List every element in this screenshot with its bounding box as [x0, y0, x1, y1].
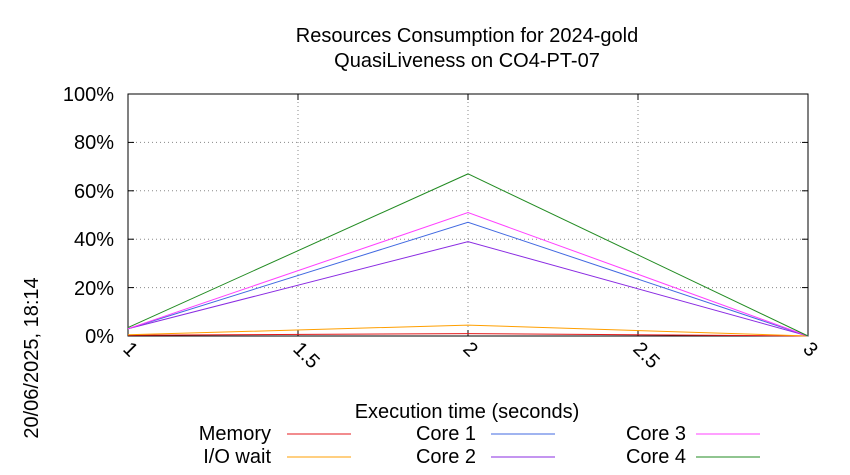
- plot-frame: [127, 93, 809, 337]
- y-tick-labels: 0% 20% 40% 60% 80% 100%: [63, 84, 114, 348]
- x-tick-label: 2.5: [628, 338, 663, 373]
- series-line-core-2: [127, 241, 809, 337]
- y-tick-label: 60%: [74, 181, 114, 203]
- chart-subtitle: QuasiLiveness on CO4-PT-07: [334, 50, 600, 72]
- legend-label-core-4: Core 4: [626, 446, 686, 468]
- chart-title: Resources Consumption for 2024-gold: [296, 25, 638, 47]
- x-tick-label: 1: [118, 338, 141, 361]
- series-line-memory: [127, 333, 809, 337]
- y-tick-label: 20%: [74, 278, 114, 300]
- legend-label-core-2: Core 2: [416, 446, 476, 468]
- legend: Memory I/O wait Core 1 Core 2 Core 3 Cor…: [199, 423, 760, 468]
- y-tick-label: 40%: [74, 229, 114, 251]
- grid: [127, 93, 809, 337]
- x-tick-labels: 1 1.5 2 2.5 3: [118, 338, 821, 373]
- x-tick-label: 2: [458, 338, 481, 361]
- y-tick-label: 0%: [85, 326, 114, 348]
- legend-label-io-wait: I/O wait: [203, 446, 271, 468]
- series-line-core-1: [127, 221, 809, 337]
- x-tick-label: 1.5: [288, 338, 323, 373]
- series-line-core-4: [127, 173, 809, 337]
- series-lines: [127, 173, 809, 337]
- x-axis-label: Execution time (seconds): [355, 401, 580, 423]
- legend-label-core-1: Core 1: [416, 423, 476, 445]
- legend-label-core-3: Core 3: [626, 423, 686, 445]
- series-line-core-3: [127, 212, 809, 337]
- x-tick-label: 3: [798, 338, 821, 361]
- timestamp-label: 20/06/2025, 18:14: [21, 277, 43, 438]
- series-line-i-o-wait: [127, 324, 809, 337]
- legend-label-memory: Memory: [199, 423, 271, 445]
- y-tick-label: 100%: [63, 84, 114, 106]
- y-tick-label: 80%: [74, 132, 114, 154]
